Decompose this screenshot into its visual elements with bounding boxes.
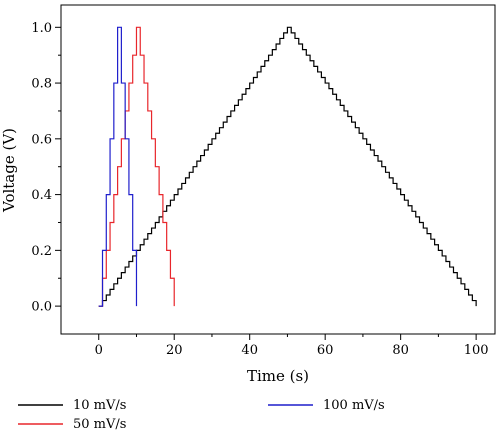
y-tick-label: 0.2 xyxy=(31,244,52,259)
y-tick-label: 0.0 xyxy=(31,300,52,315)
series-line-1 xyxy=(98,26,175,307)
x-tick-label: 0 xyxy=(95,343,103,358)
x-tick-label: 20 xyxy=(166,343,183,358)
y-tick-label: 0.8 xyxy=(31,77,52,92)
plot-frame xyxy=(60,4,496,335)
legend-label: 50 mV/s xyxy=(73,417,126,432)
legend-label: 100 mV/s xyxy=(323,398,385,413)
legend: 10 mV/s 50 mV/s 100 mV/s xyxy=(18,398,385,432)
x-tick-label: 60 xyxy=(317,343,334,358)
x-tick-label: 40 xyxy=(241,343,258,358)
series-line-2 xyxy=(98,26,138,307)
x-tick-label: 100 xyxy=(464,343,489,358)
x-tick-label: 80 xyxy=(392,343,409,358)
y-tick-label: 0.4 xyxy=(31,188,52,203)
ticks: 0 20 40 60 80 100 0.0 0.2 0.4 0.6 0.8 1.0 xyxy=(31,21,488,358)
y-tick-label: 0.6 xyxy=(31,132,52,147)
legend-label: 10 mV/s xyxy=(73,398,126,413)
y-tick-label: 1.0 xyxy=(31,21,52,36)
y-axis-title: Voltage (V) xyxy=(0,128,18,213)
x-axis-title: Time (s) xyxy=(247,367,309,385)
series-lines xyxy=(98,26,477,307)
